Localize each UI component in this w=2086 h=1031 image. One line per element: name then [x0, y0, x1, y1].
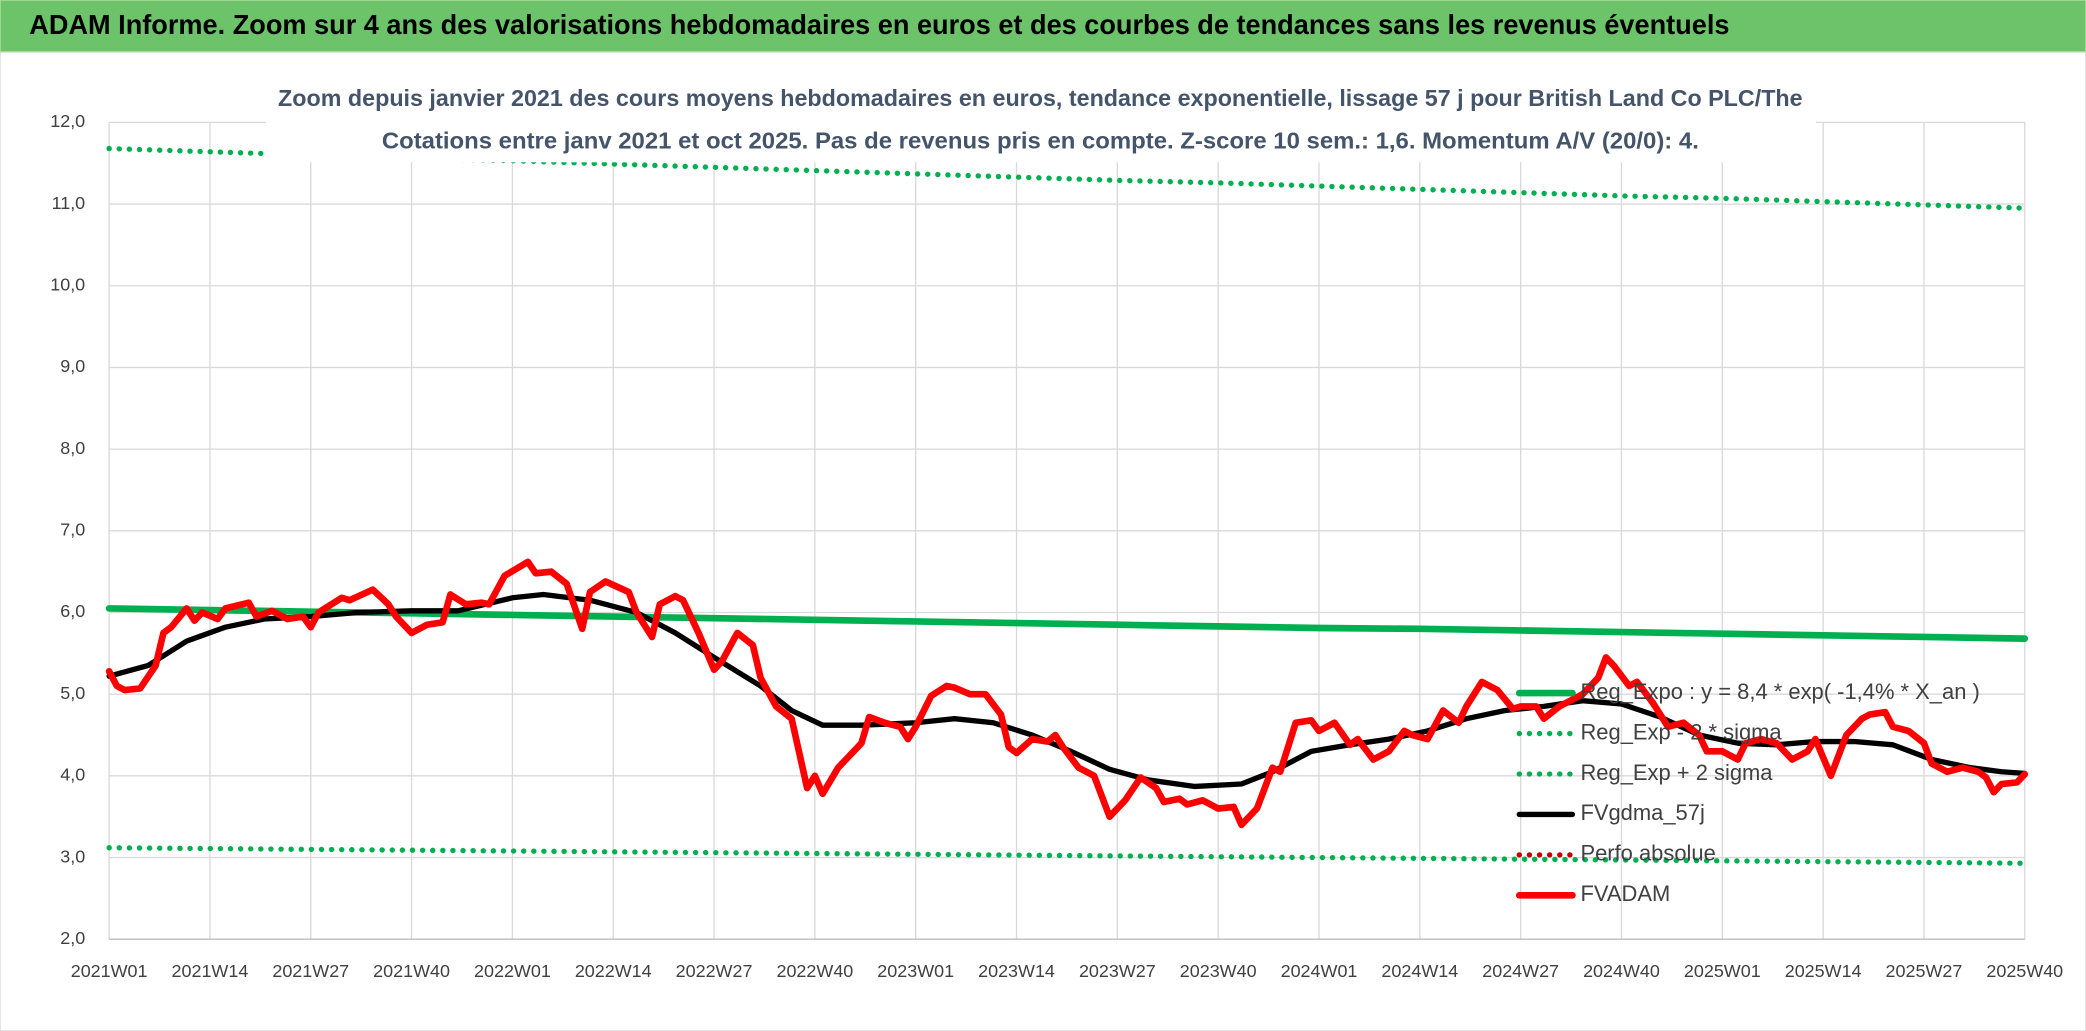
x-tick-label: 2023W40	[1180, 961, 1257, 981]
x-tick-label: 2024W01	[1281, 961, 1358, 981]
legend-label: Perfo absolue	[1580, 841, 1715, 866]
x-tick-label: 2024W27	[1482, 961, 1559, 981]
x-tick-label: 2025W01	[1684, 961, 1761, 981]
series-line	[105, 558, 2029, 829]
x-tick-label: 2025W14	[1785, 961, 1862, 981]
series-line	[106, 145, 2028, 211]
legend-label: Reg_Exp - 2 * sigma	[1580, 719, 1782, 744]
x-tick-label: 2023W14	[978, 961, 1055, 981]
x-tick-label: 2024W14	[1381, 961, 1458, 981]
series-line	[105, 605, 2029, 642]
x-tick-label: 2025W40	[1986, 961, 2063, 981]
y-tick-label: 12,0	[50, 111, 85, 131]
y-tick-label: 7,0	[60, 520, 85, 540]
x-tick-label: 2024W40	[1583, 961, 1660, 981]
x-tick-label: 2023W27	[1079, 961, 1156, 981]
x-tick-label: 2022W14	[575, 961, 652, 981]
y-tick-label: 5,0	[60, 683, 85, 703]
plot-area: 2,0 3,0 4,0 5,0 6,0 7,0 8,0 9,0 10,0 11,0 12,0 2021…	[50, 111, 2063, 981]
x-tick-label: 2021W14	[172, 961, 249, 981]
series-line	[106, 591, 2028, 790]
x-tick-label: 2023W01	[877, 961, 954, 981]
x-tick-label: 2025W27	[1886, 961, 1963, 981]
chart-subtitle: Cotations entre janv 2021 et oct 2025. P…	[382, 128, 1699, 154]
x-tick-label: 2022W40	[776, 961, 853, 981]
x-tick-label: 2021W01	[71, 961, 148, 981]
y-tick-label: 10,0	[50, 274, 85, 294]
y-tick-label: 2,0	[60, 928, 85, 948]
y-tick-label: 8,0	[60, 438, 85, 458]
title-background	[266, 77, 1816, 163]
x-tick-label: 2021W40	[373, 961, 450, 981]
x-tick-label: 2022W01	[474, 961, 551, 981]
series-line	[106, 845, 2028, 866]
x-tick-label: 2022W27	[676, 961, 753, 981]
y-tick-label: 11,0	[52, 193, 86, 213]
y-tick-label: 9,0	[60, 356, 85, 376]
header-title: ADAM Informe. Zoom sur 4 ans des valoris…	[29, 9, 1729, 40]
legend: Reg_Expo : y = 8,4 * exp( -1,4% * X_an )…	[1515, 679, 1980, 906]
chart-title: Zoom depuis janvier 2021 des cours moyen…	[278, 85, 1803, 111]
x-tick-label: 2021W27	[272, 961, 349, 981]
header-bar	[0, 0, 2086, 53]
legend-label: FVADAM	[1580, 881, 1670, 906]
y-tick-label: 6,0	[60, 601, 85, 621]
legend-label: Reg_Expo : y = 8,4 * exp( -1,4% * X_an )	[1580, 679, 1979, 704]
legend-label: Reg_Exp + 2 sigma	[1580, 760, 1773, 785]
y-tick-label: 3,0	[60, 846, 85, 866]
legend-label: FVgdma_57j	[1580, 800, 1704, 825]
y-tick-label: 4,0	[60, 765, 85, 785]
